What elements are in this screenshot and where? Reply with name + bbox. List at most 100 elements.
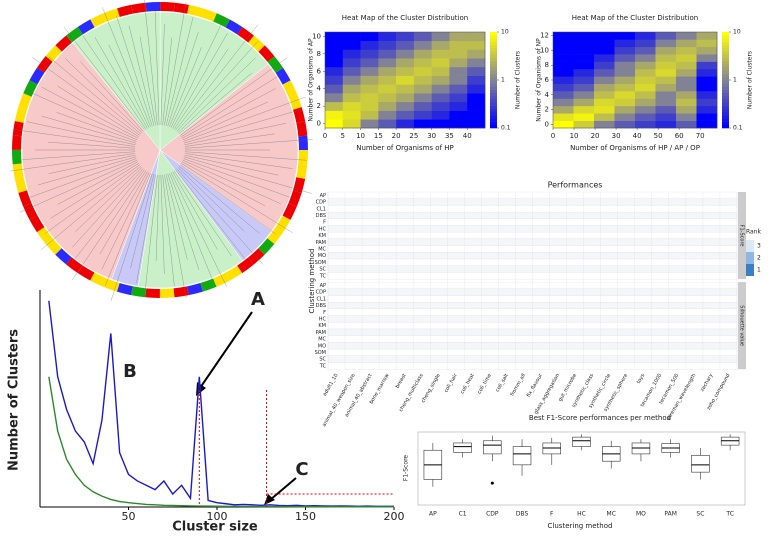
branch [182,88,276,139]
colorbar-step [722,112,729,116]
heat-cell [325,84,344,94]
heat-cell [553,76,574,84]
branch [162,174,175,287]
branch [108,44,150,128]
label: 10 [501,29,509,36]
ring-segment [187,283,203,296]
heat-cell [342,101,361,111]
colorbar-step [490,76,497,81]
heat-cell [553,105,574,114]
label: 4 [545,91,550,99]
label: 10 [356,132,365,140]
branch [176,168,264,265]
heat-cell [467,93,486,103]
heat-cell [431,75,450,85]
heat-cell [467,58,486,68]
branch [177,167,245,232]
colorbar-step [490,108,497,113]
heat-cell [396,66,415,76]
colorbar-step [490,124,497,129]
heat-cell [553,68,574,77]
box [572,436,591,447]
heat-cell [342,84,361,94]
branch [169,173,213,279]
heat-cell [449,110,468,120]
label: MO [318,343,326,349]
heat-cell [573,68,595,77]
heat-cell [573,113,595,121]
ring-segment [237,257,254,274]
heat-cell [378,66,397,76]
heat-cell [676,76,697,84]
label: MC [318,246,326,252]
branch [64,58,143,133]
label: Number of Organisms of HP / AP / OP [570,144,700,152]
line-series [48,300,394,508]
branch [12,129,136,147]
heat-cell [342,49,361,59]
heat-cell [573,76,595,84]
colorbar-step [722,54,729,58]
label: 10 [570,132,579,140]
branch [79,31,147,130]
heat-cell [431,49,450,59]
heat-cell [342,119,361,129]
heat-cell [553,91,574,99]
label: adult1_10 [322,373,340,397]
heat-cell [614,105,636,114]
colorbar-step [722,44,729,49]
colorbar-step [722,48,729,52]
heat-cell [614,39,636,48]
label: Clustering method [308,249,316,314]
heat-cell [449,119,468,129]
colorbar-step [722,89,729,94]
colorbar-step [722,35,729,39]
label: fromm_all [509,373,527,398]
heat-cell [360,110,379,120]
branch [22,151,136,160]
heat-cell [676,39,697,48]
label: DBS [316,303,326,309]
label: Number of Clusters [7,329,22,471]
label: coli_hair [443,372,459,394]
branch [175,169,247,262]
heat-cell [635,54,656,62]
heat-cell [378,32,397,42]
heat-cell [431,58,450,68]
heat-cell [594,98,615,107]
label: TC [319,363,327,369]
ring-segment [37,56,53,73]
label: CL1 [317,206,326,212]
plot-frame [324,31,486,129]
branch [184,151,307,161]
colorbar-step [722,86,729,90]
heat-cell [325,101,344,111]
heat-cell [614,32,636,40]
branch [20,160,138,213]
colorbar-step [490,86,497,90]
label: coli_heat [460,373,476,395]
heat-cell [467,49,486,59]
label: 0 [317,120,321,128]
label: CL1 [317,296,326,302]
colorbar-step [722,115,729,119]
label: Performances [548,181,603,190]
line-series [48,376,394,508]
label: 0 [323,132,327,140]
heat-cell [553,113,574,121]
heat-cell [676,120,697,129]
label: SOM [315,350,326,356]
ring-segment [77,265,95,281]
label: DBS [516,511,529,518]
branch [128,25,155,126]
ring-segment [18,190,32,207]
label: MO [318,253,326,259]
heat-cell [696,32,718,40]
label: zachary [699,373,714,393]
heat-cell [676,68,697,77]
heat-cell [635,76,656,84]
ring-segment [23,80,38,97]
ring-segment [36,227,53,244]
ring-segment [77,19,95,35]
label: Number of Organisms of NP [536,38,543,122]
